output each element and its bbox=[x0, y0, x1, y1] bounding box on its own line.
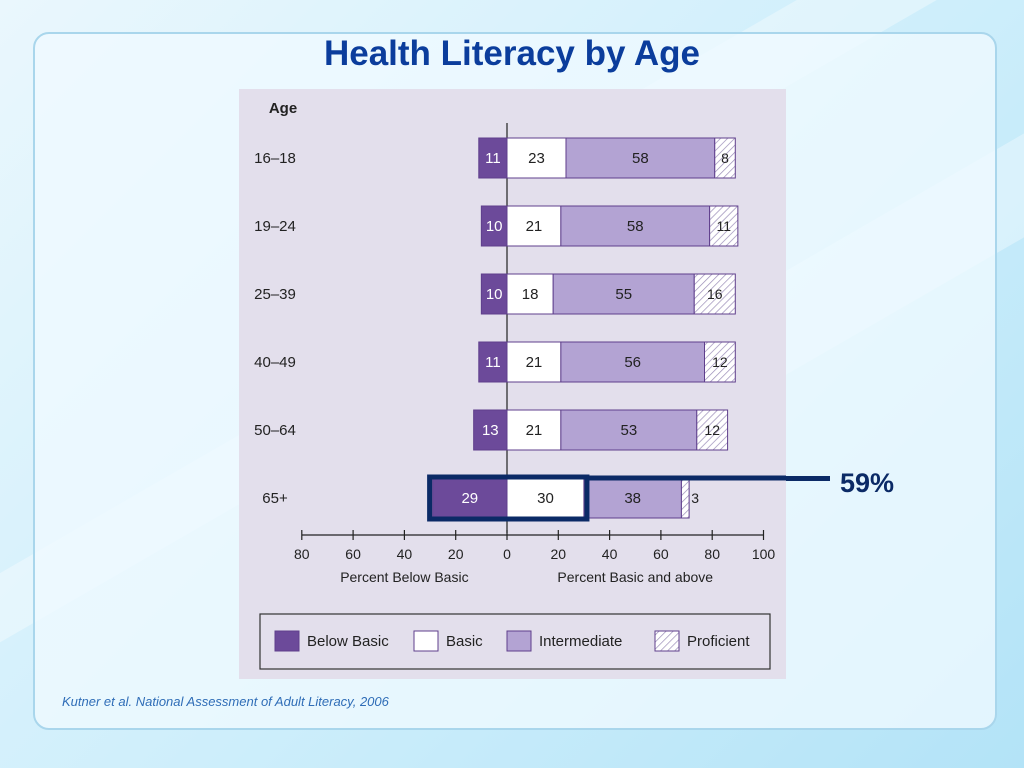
bar-intermediate bbox=[560, 409, 698, 451]
data-label-basic: 23 bbox=[528, 150, 545, 167]
x-tick-label: 40 bbox=[397, 546, 413, 562]
x-axis-label-left: Percent Below Basic bbox=[340, 569, 468, 585]
bar-intermediate bbox=[552, 273, 695, 315]
bar-proficient bbox=[680, 477, 690, 519]
data-label-intermediate: 58 bbox=[632, 150, 649, 167]
bar-proficient bbox=[696, 409, 729, 451]
category-label: 40–49 bbox=[254, 354, 296, 371]
legend-label: Basic bbox=[446, 633, 483, 650]
highlight-box bbox=[427, 474, 590, 522]
data-label-proficient: 3 bbox=[691, 490, 699, 506]
legend-swatch-below-basic bbox=[274, 630, 300, 652]
category-label: 50–64 bbox=[254, 422, 296, 439]
category-label: 16–18 bbox=[254, 150, 296, 167]
bar-basic bbox=[506, 205, 562, 247]
data-label-intermediate: 53 bbox=[620, 422, 637, 439]
data-label-proficient: 12 bbox=[704, 422, 720, 438]
data-label-basic: 21 bbox=[526, 218, 543, 235]
x-tick-label: 20 bbox=[448, 546, 464, 562]
data-label-below-basic: 29 bbox=[461, 490, 478, 507]
callout-percent: 59% bbox=[840, 468, 895, 498]
data-label-intermediate: 56 bbox=[624, 354, 641, 371]
data-label-basic: 21 bbox=[526, 422, 543, 439]
bar-basic bbox=[506, 341, 562, 383]
x-tick-label: 100 bbox=[752, 546, 776, 562]
bar-below-basic bbox=[478, 137, 508, 179]
bar-basic bbox=[506, 409, 562, 451]
x-tick-label: 80 bbox=[294, 546, 310, 562]
data-label-below-basic: 10 bbox=[486, 218, 503, 235]
bar-below-basic bbox=[478, 341, 508, 383]
data-label-intermediate: 55 bbox=[615, 286, 632, 303]
data-label-intermediate: 38 bbox=[624, 490, 641, 507]
chart-area: Age 16–18 11 23 58 8 19–24 10 21 58 11 25–39 10 18 55 1… bbox=[239, 89, 786, 679]
x-tick-label: 60 bbox=[345, 546, 361, 562]
bar-proficient bbox=[714, 137, 736, 179]
data-label-below-basic: 11 bbox=[485, 150, 501, 167]
data-label-basic: 18 bbox=[522, 286, 539, 303]
legend-swatch-proficient bbox=[654, 630, 680, 652]
legend-swatch-intermediate bbox=[506, 630, 532, 652]
x-tick-label: 40 bbox=[602, 546, 618, 562]
category-label: 25–39 bbox=[254, 286, 296, 303]
bar-basic bbox=[506, 273, 554, 315]
legend-swatch-basic bbox=[413, 630, 439, 652]
health-literacy-chart: Age 16–18 11 23 58 8 19–24 10 21 58 11 25–39 10 18 55 1… bbox=[254, 100, 786, 670]
x-tick-label: 0 bbox=[503, 546, 511, 562]
data-label-basic: 30 bbox=[537, 490, 554, 507]
row-header: Age bbox=[269, 100, 297, 117]
bar-basic bbox=[506, 137, 567, 179]
bar-proficient bbox=[693, 273, 736, 315]
highlight-connector-extension bbox=[786, 476, 830, 481]
legend-label: Intermediate bbox=[539, 633, 622, 650]
data-label-proficient: 12 bbox=[712, 354, 728, 370]
category-label: 65+ bbox=[262, 490, 288, 507]
legend-box bbox=[259, 613, 771, 670]
data-label-below-basic: 11 bbox=[485, 354, 501, 371]
data-label-basic: 21 bbox=[526, 354, 543, 371]
slide-title: Health Literacy by Age bbox=[323, 34, 701, 73]
data-label-intermediate: 58 bbox=[627, 218, 644, 235]
data-label-proficient: 16 bbox=[707, 286, 723, 302]
x-tick-label: 80 bbox=[704, 546, 720, 562]
x-axis-label-right: Percent Basic and above bbox=[557, 569, 713, 585]
x-tick-label: 60 bbox=[653, 546, 669, 562]
source-citation: Kutner et al. National Assessment of Adu… bbox=[62, 694, 389, 709]
data-label-below-basic: 13 bbox=[482, 422, 499, 439]
data-label-proficient: 8 bbox=[721, 150, 729, 166]
legend-label: Proficient bbox=[687, 633, 750, 650]
bar-basic bbox=[506, 477, 585, 519]
data-label-below-basic: 10 bbox=[486, 286, 503, 303]
x-tick-label: 20 bbox=[551, 546, 567, 562]
legend-label: Below Basic bbox=[307, 633, 389, 650]
bar-proficient bbox=[704, 341, 736, 383]
data-label-proficient: 11 bbox=[716, 218, 731, 234]
category-label: 19–24 bbox=[254, 218, 296, 235]
bar-proficient bbox=[709, 205, 739, 247]
